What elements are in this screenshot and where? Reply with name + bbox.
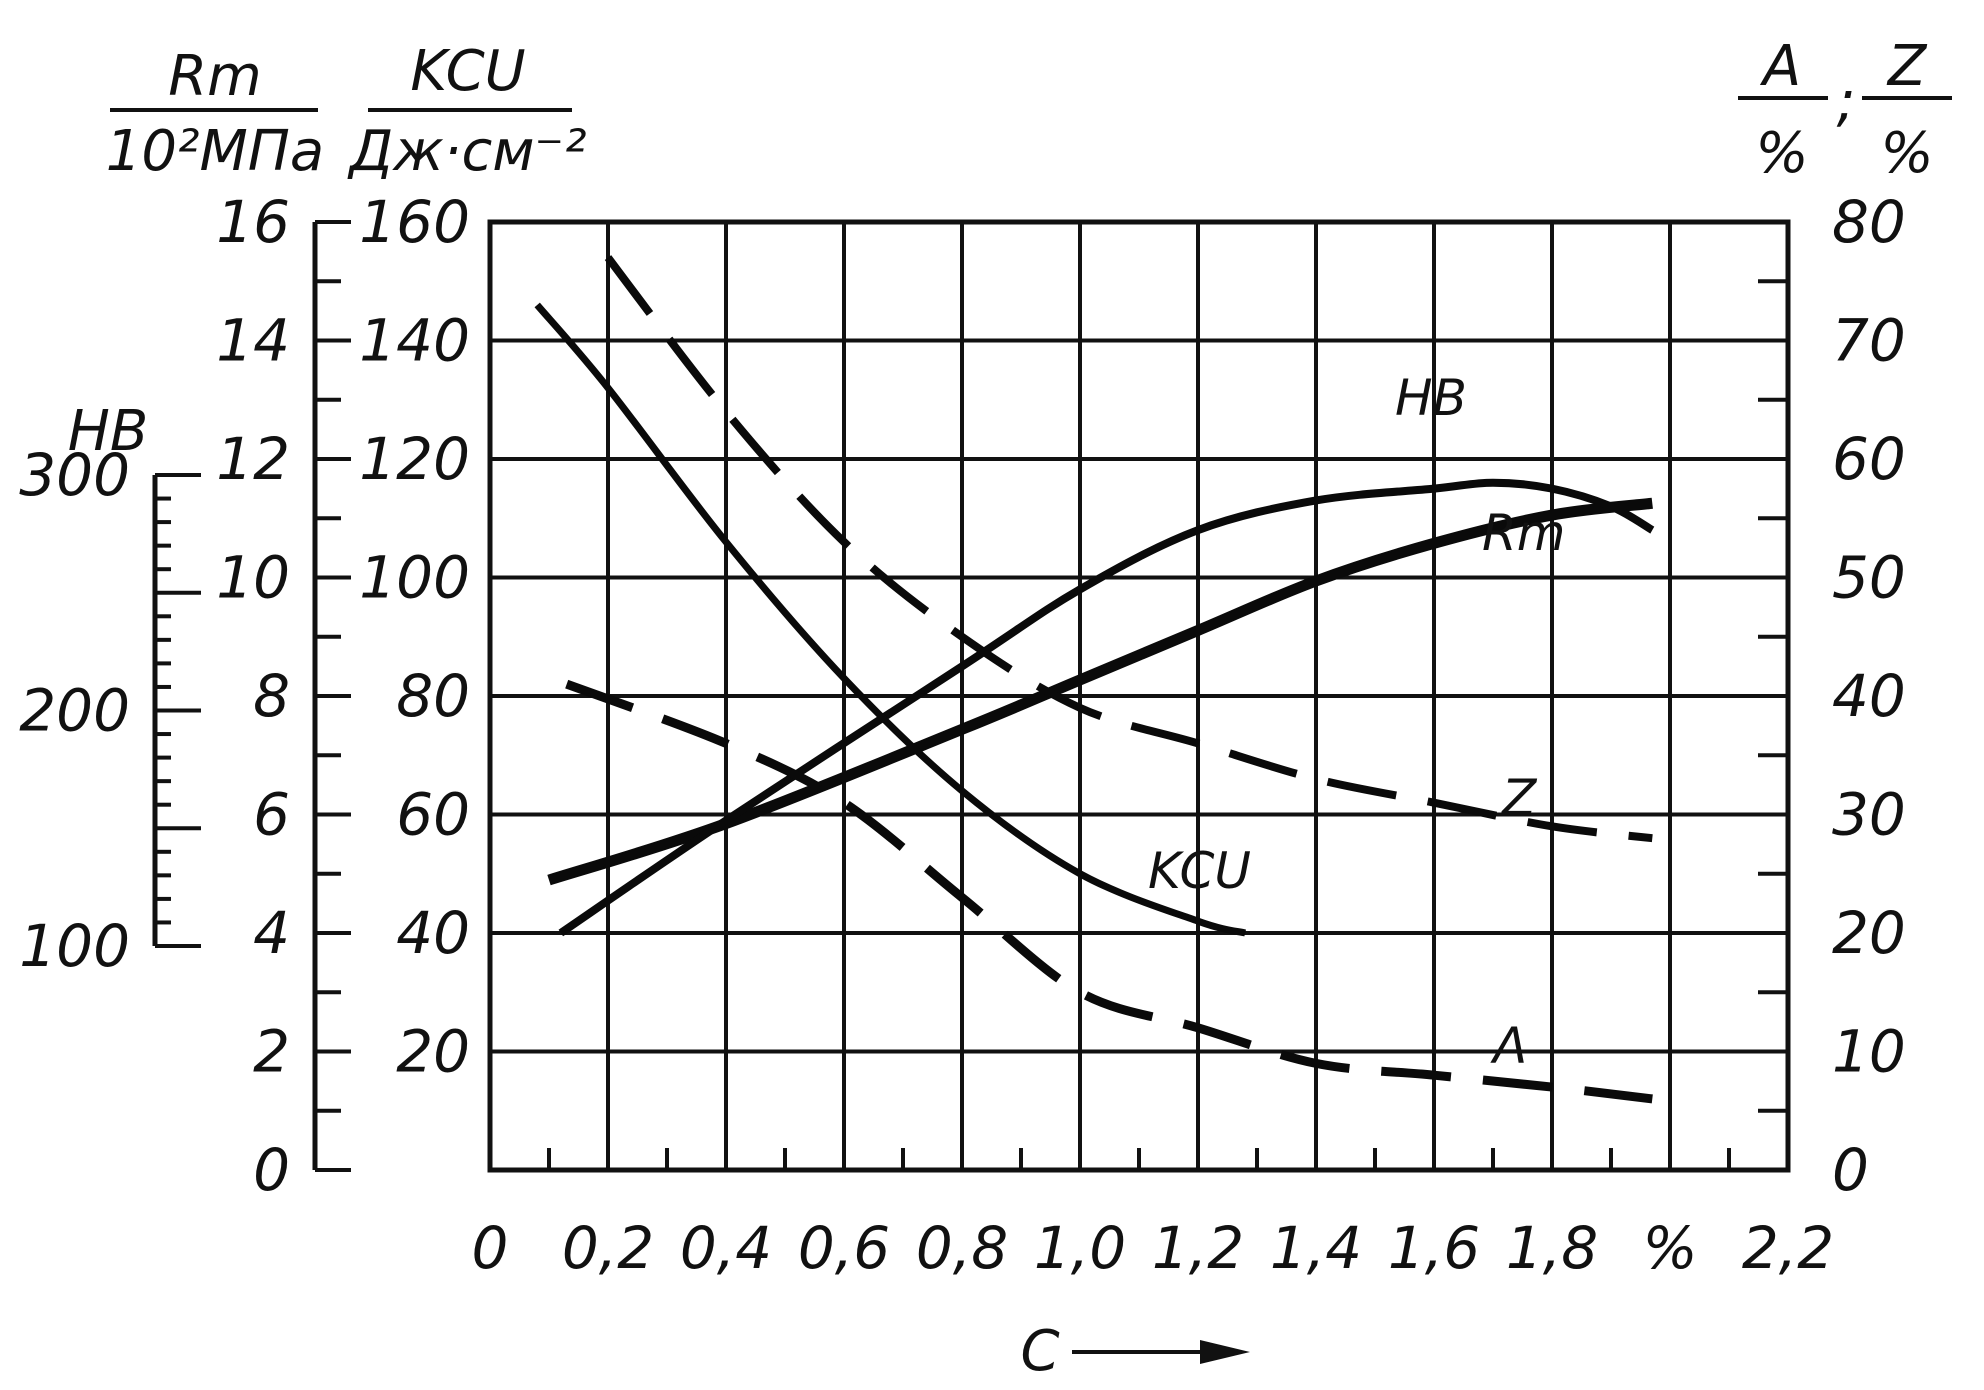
kcu-tick-label: 160: [359, 188, 470, 256]
x-tick-label: 1,8: [1506, 1214, 1598, 1282]
series-label-rm: Rm: [1482, 504, 1565, 562]
hb-tick-label: 100: [19, 912, 130, 980]
x-tick-label: 0: [472, 1214, 509, 1282]
rm-tick-label: 2: [253, 1018, 290, 1086]
rm-axis-ticks: [315, 220, 351, 1172]
az-axis-title: A % ; Z %: [1738, 34, 1952, 186]
series-label-hb: HB: [1395, 369, 1467, 427]
x-axis-ticks: [547, 1148, 1731, 1170]
kcu-tick-label: 140: [359, 307, 470, 375]
rm-tick-label: 4: [253, 899, 290, 967]
kcu-axis-title-numerator: KCU: [410, 39, 525, 104]
x-axis-labels: 0 0,2 0,4 0,6 0,8 1,0 1,2 1,4 1,6 1,8% 2,2: [472, 1214, 1835, 1282]
az-axis-ticks: [1758, 220, 1788, 1172]
az-tick-label: 20: [1832, 899, 1906, 967]
rm-tick-label: 8: [253, 662, 290, 730]
grid-horizontal: [490, 338, 1788, 1054]
kcu-tick-label: 100: [359, 544, 470, 612]
rm-tick-label: 6: [253, 781, 290, 849]
rm-tick-label: 10: [216, 544, 290, 612]
hb-axis-labels: 100 200 300: [19, 441, 130, 980]
rm-tick-label: 14: [216, 307, 290, 375]
kcu-axis-title-denominator: Дж·см⁻²: [346, 119, 586, 184]
x-tick-label: 1,2: [1152, 1214, 1244, 1282]
x-tick-label: 1,6: [1388, 1214, 1480, 1282]
hb-tick-label: 200: [19, 677, 130, 745]
x-tick-label: 0,6: [798, 1214, 890, 1282]
a-axis-title-numerator: A: [1760, 34, 1801, 99]
series-line-z: [604, 255, 1653, 843]
x-tick-label: 1,4: [1270, 1214, 1362, 1282]
az-tick-label: 0: [1832, 1136, 1869, 1204]
kcu-axis-labels: 20 40 60 80 100 120 140 160: [359, 188, 470, 1086]
kcu-axis-title: KCU Дж·см⁻²: [346, 39, 586, 184]
az-tick-label: 10: [1832, 1018, 1906, 1086]
x-tick-label: 0,8: [916, 1214, 1008, 1282]
rm-axis-title: Rm 10²МПа: [106, 44, 324, 184]
x-axis-title-text: C: [1020, 1319, 1059, 1384]
x-tick-label: 2,2: [1742, 1214, 1834, 1282]
az-tick-label: 80: [1832, 188, 1906, 256]
x-axis-title: C: [1020, 1319, 1250, 1384]
series-label-kcu: KCU: [1148, 842, 1251, 900]
rm-axis-title-numerator: Rm: [168, 44, 261, 109]
kcu-tick-label: 40: [396, 899, 470, 967]
az-tick-label: 70: [1832, 307, 1906, 375]
az-tick-label: 60: [1832, 425, 1906, 493]
kcu-tick-label: 20: [396, 1018, 470, 1086]
az-axis-title-separator: ;: [1837, 69, 1856, 134]
kcu-tick-label: 120: [359, 425, 470, 493]
az-tick-label: 40: [1832, 662, 1906, 730]
hb-axis-ticks: [155, 473, 201, 948]
hb-tick-label: 300: [19, 441, 130, 509]
series-label-z: Z: [1500, 769, 1538, 827]
a-axis-title-denominator: %: [1755, 121, 1808, 186]
rm-axis-title-denominator: 10²МПа: [106, 119, 324, 184]
kcu-tick-label: 80: [396, 662, 470, 730]
series-line-hb: [547, 497, 1653, 886]
kcu-tick-label: 60: [396, 781, 470, 849]
rm-tick-label: 12: [216, 425, 290, 493]
rm-axis-labels: 0 2 4 6 8 10 12 14 16: [216, 188, 290, 1204]
rm-tick-label: 16: [216, 188, 290, 256]
x-tick-label: 0,2: [562, 1214, 654, 1282]
series-layer: [534, 255, 1655, 1104]
az-tick-label: 30: [1832, 781, 1906, 849]
z-axis-title-denominator: %: [1880, 121, 1933, 186]
series-label-a: A: [1490, 1017, 1527, 1075]
x-axis-arrow-head: [1200, 1340, 1250, 1364]
az-axis-labels: 0 10 20 30 40 50 60 70 80: [1832, 188, 1906, 1204]
az-tick-label: 50: [1832, 544, 1906, 612]
series-line-kcu: [534, 302, 1247, 937]
x-tick-label: 1,0: [1034, 1214, 1126, 1282]
hb-axis-title: HB: [68, 399, 149, 464]
series-line-a: [565, 679, 1653, 1104]
x-tick-label: 0,4: [680, 1214, 772, 1282]
x-tick-label: %: [1642, 1214, 1697, 1282]
series-line-rm: [558, 478, 1655, 937]
z-axis-title-numerator: Z: [1886, 34, 1928, 99]
rm-tick-label: 0: [253, 1136, 290, 1204]
